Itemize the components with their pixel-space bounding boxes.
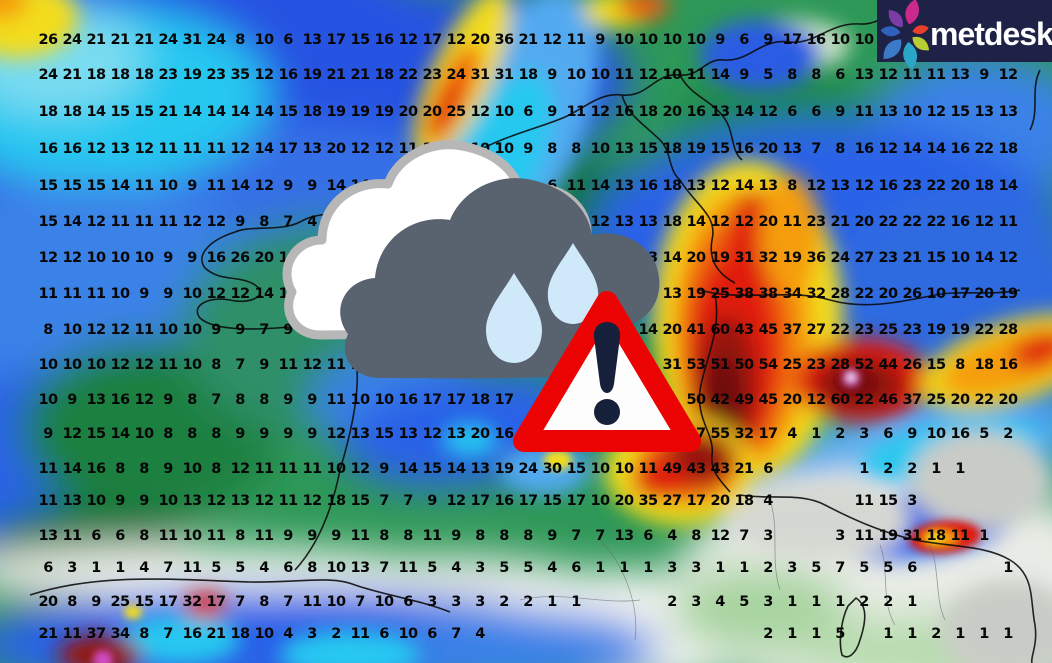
admin-borders [519, 499, 946, 641]
